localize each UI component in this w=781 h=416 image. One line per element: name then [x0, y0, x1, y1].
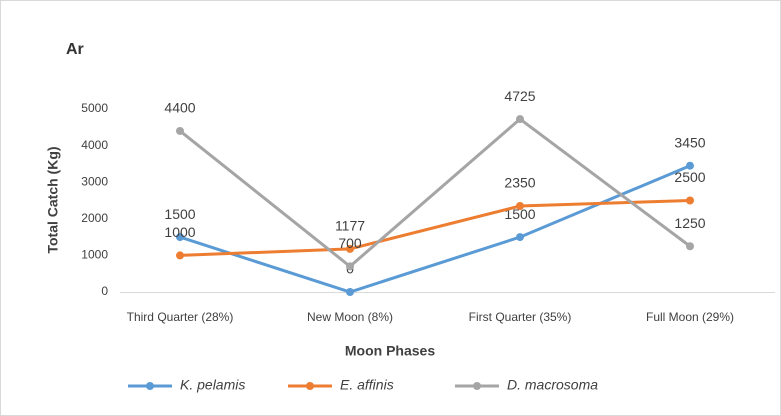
series-line: [179, 164, 691, 294]
y-tick-label: 3000: [81, 174, 108, 188]
data-label: 2350: [504, 175, 535, 191]
y-tick-label: 0: [101, 284, 108, 298]
data-point: [176, 251, 184, 260]
x-tick-label: Third Quarter (28%): [127, 310, 234, 324]
data-point: [686, 242, 694, 251]
data-point: [686, 196, 694, 205]
data-label: 1500: [164, 206, 195, 222]
legend-label: K. pelamis: [180, 377, 245, 393]
series-line: [179, 199, 691, 257]
x-tick-label: Full Moon (29%): [646, 310, 734, 324]
data-label: 1500: [504, 206, 535, 222]
data-point: [516, 201, 524, 210]
data-point: [176, 126, 184, 135]
y-tick-label: 1000: [81, 248, 108, 262]
data-label: 1000: [164, 224, 195, 240]
x-axis-title: Moon Phases: [345, 343, 435, 359]
legend-marker: [473, 382, 481, 390]
data-label: 1250: [674, 215, 705, 231]
y-tick-label: 5000: [81, 101, 108, 115]
legend-marker: [306, 382, 314, 390]
legend-marker: [146, 382, 154, 390]
y-tick-label: 4000: [81, 138, 108, 152]
data-label: 3450: [674, 134, 705, 150]
series-line: [179, 117, 691, 269]
data-label: 1177: [335, 218, 365, 234]
data-point: [516, 233, 524, 242]
legend-label: D. macrosoma: [507, 377, 598, 393]
chart-title: Ar: [66, 41, 84, 58]
y-axis-title: Total Catch (Kg): [45, 146, 61, 253]
data-label: 700: [338, 235, 362, 251]
x-tick-label: New Moon (8%): [307, 310, 393, 324]
y-tick-label: 2000: [81, 211, 108, 225]
data-point: [346, 288, 354, 296]
data-point: [686, 161, 694, 170]
legend-label: E. affinis: [340, 377, 394, 393]
data-label: 4725: [504, 88, 535, 104]
x-tick-label: First Quarter (35%): [469, 310, 572, 324]
data-label: 2500: [674, 169, 705, 185]
data-point: [516, 115, 524, 124]
data-label: 4400: [164, 100, 195, 116]
data-point: [346, 262, 354, 271]
data-point: [176, 233, 184, 242]
data-point: [346, 244, 354, 253]
